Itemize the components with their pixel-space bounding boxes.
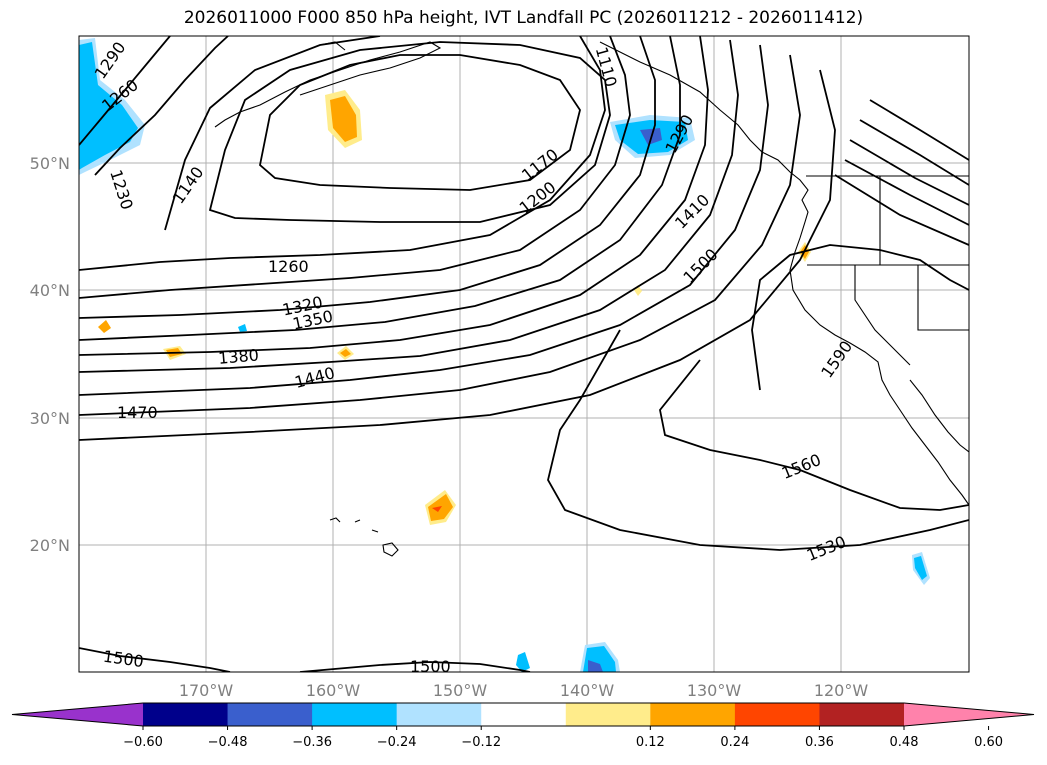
lat-tick-label: 40°N — [30, 281, 70, 300]
contour-label: 1230 — [106, 167, 137, 212]
contour-label: 1440 — [293, 363, 337, 392]
colorbar-tick-label: 0.24 — [720, 735, 749, 750]
contour-label: 1530 — [804, 532, 849, 565]
lon-tick-label: 130°W — [687, 681, 742, 700]
colorbar-tick-label: −0.24 — [377, 735, 417, 750]
colorbar-tick-label: 0.48 — [890, 735, 919, 750]
contour-label: 1500 — [102, 647, 145, 671]
colorbar-segment — [227, 703, 313, 726]
contour-label: 1260 — [268, 257, 309, 276]
colorbar-tick-label: −0.36 — [292, 735, 332, 750]
lon-tick-label: 140°W — [560, 681, 615, 700]
height-contours — [79, 36, 969, 672]
lat-tick-label: 20°N — [30, 536, 70, 555]
colorbar-tick-label: −0.12 — [461, 735, 501, 750]
colorbar-tick-label: 0.12 — [636, 735, 665, 750]
contour-label: 1380 — [217, 345, 259, 367]
lat-tick-label: 50°N — [30, 154, 70, 173]
colorbar-segment — [481, 703, 567, 726]
colorbar-extend-max — [904, 703, 1034, 726]
colorbar-tick-label: −0.48 — [208, 735, 248, 750]
colorbar-segment — [312, 703, 398, 726]
lon-tick-label: 120°W — [814, 681, 869, 700]
plot-frame — [78, 35, 970, 673]
colorbar: −0.60 −0.48 −0.36 −0.24 −0.12 0.12 0.24 0.36 0.4… — [11, 702, 1035, 750]
lat-tick-labels: 50°N 40°N 30°N 20°N — [30, 154, 70, 555]
lat-tick-label: 30°N — [30, 409, 70, 428]
contour-label: 1140 — [169, 163, 208, 207]
gridlines — [79, 36, 969, 672]
colorbar-segment — [734, 703, 820, 726]
contour-labels: 1290 1260 1230 1140 1110 1170 1200 1290 … — [91, 38, 857, 676]
contour-label: 1200 — [516, 178, 560, 218]
contour-label: 1500 — [679, 245, 721, 287]
colorbar-segment — [819, 703, 905, 726]
contour-label: 1410 — [671, 190, 713, 232]
colorbar-extend-min — [12, 703, 143, 726]
colorbar-segment — [143, 703, 229, 726]
lon-tick-label: 170°W — [179, 681, 234, 700]
lon-tick-label: 160°W — [306, 681, 361, 700]
colorbar-segment — [396, 703, 482, 726]
lon-tick-labels: 170°W 160°W 150°W 140°W 130°W 120°W — [179, 681, 869, 700]
contour-label: 1170 — [518, 145, 562, 185]
contour-label: 1560 — [779, 450, 824, 483]
colorbar-tick-label: 0.36 — [805, 735, 834, 750]
contour-label: 1500 — [410, 657, 451, 676]
colorbar-segment — [650, 703, 736, 726]
map-title: 2026011000 F000 850 hPa height, IVT Land… — [183, 8, 864, 28]
colorbar-tick-label: −0.60 — [123, 735, 163, 750]
colorbar-segment — [565, 703, 651, 726]
contour-label: 1470 — [117, 403, 158, 422]
colorbar-tick-label: 0.60 — [974, 735, 1003, 750]
lon-tick-label: 150°W — [433, 681, 488, 700]
ivt-shading — [79, 38, 930, 672]
